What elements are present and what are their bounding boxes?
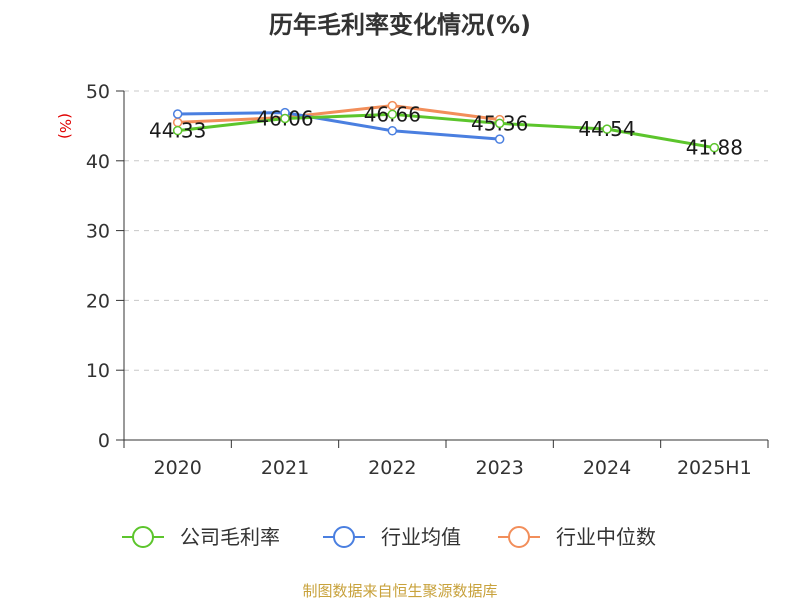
y-axis-label: (%): [56, 113, 74, 139]
x-tick-label: 2023: [475, 457, 523, 479]
data-label: 44.33: [149, 119, 206, 143]
data-point: [387, 109, 398, 120]
legend-label: 行业均值: [381, 525, 461, 549]
series-lines: [172, 100, 720, 153]
data-point: [280, 113, 290, 124]
series-line: [177, 112, 715, 150]
legend-marker: [508, 526, 530, 548]
legend-label: 公司毛利率: [180, 525, 280, 549]
y-tick-label: 10: [86, 360, 110, 382]
y-tick-label: 0: [98, 430, 110, 452]
x-tick-label: 2025H1: [677, 457, 752, 479]
x-tick-label: 2021: [261, 457, 309, 479]
y-tick-label: 50: [86, 81, 110, 103]
data-label: 45.36: [471, 111, 528, 135]
data-label: 46.06: [256, 107, 313, 131]
axes: 0 10 20 30 40 50 2020 2021 2022 2023 2024 2025H1: [86, 81, 769, 479]
x-tick-label: 2022: [368, 457, 416, 479]
data-point: [172, 125, 183, 136]
data-labels: 44.33 46.06 46.66 45.36 44.54 41.88: [149, 102, 743, 159]
data-label: 44.54: [578, 117, 635, 141]
data-point: [172, 109, 183, 119]
series-line: [177, 104, 500, 124]
y-tick-label: 30: [86, 221, 110, 243]
source-note: 制图数据来自恒生聚源数据库: [302, 582, 497, 600]
y-tick-label: 40: [86, 151, 110, 173]
legend-label: 行业中位数: [556, 525, 656, 549]
data-point: [494, 118, 505, 129]
x-tick-label: 2024: [583, 457, 631, 479]
legend-marker: [333, 526, 355, 548]
x-tick-label: 2020: [153, 457, 201, 479]
data-point: [709, 142, 720, 153]
data-label: 46.66: [364, 102, 421, 126]
data-label: 41.88: [686, 136, 743, 160]
data-point: [602, 124, 612, 134]
chart-title: 历年毛利率变化情况(%): [269, 11, 531, 39]
series-line: [177, 111, 500, 141]
y-tick-label: 20: [86, 290, 110, 312]
data-point: [387, 126, 398, 136]
data-point: [494, 134, 505, 144]
legend-marker: [132, 526, 154, 548]
grid-lines: [124, 90, 768, 371]
legend[interactable]: 公司毛利率 行业均值 行业中位数: [122, 525, 656, 549]
